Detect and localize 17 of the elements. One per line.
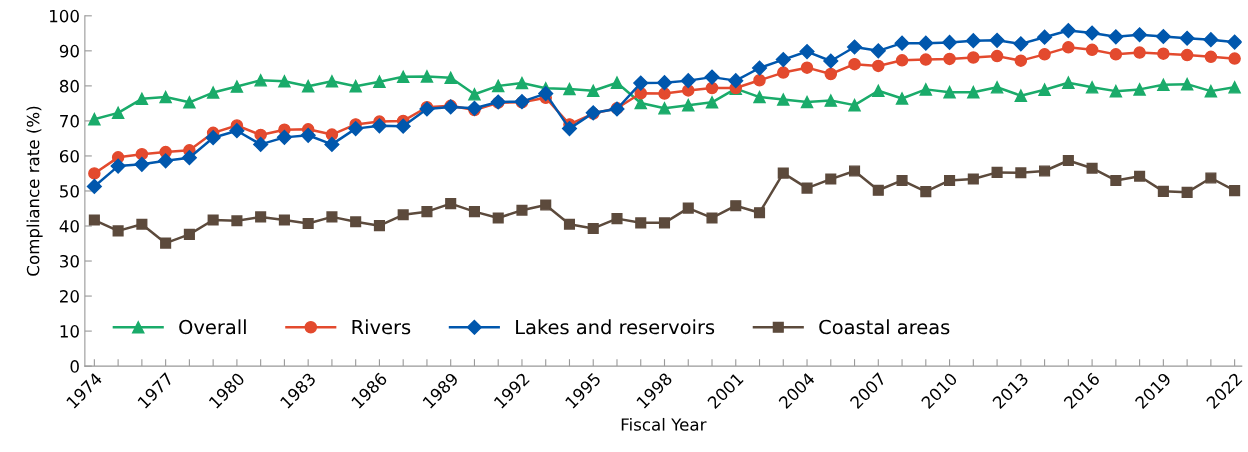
- y-tick-label: 50: [60, 184, 79, 198]
- y-tick-label: 0: [70, 360, 79, 373]
- legend-label: Rivers: [352, 319, 411, 335]
- y-axis-title: Compliance rate (%): [26, 106, 43, 276]
- legend-label: Coastal areas: [819, 319, 950, 335]
- legend-label: Overall: [179, 319, 246, 335]
- y-tick-label: 100: [50, 9, 79, 23]
- x-axis-title: Fiscal Year: [621, 417, 707, 431]
- y-tick-label: 90: [59, 44, 79, 58]
- legend-label: Lakes and reservoirs: [516, 319, 715, 335]
- y-tick-label: 20: [60, 290, 79, 303]
- y-tick-label: 70: [60, 114, 79, 128]
- y-tick-label: 30: [60, 254, 79, 268]
- y-tick-label: 40: [59, 219, 79, 233]
- y-tick-label: 10: [60, 325, 79, 338]
- y-tick-label: 80: [59, 79, 79, 93]
- y-tick-label: 60: [59, 149, 79, 163]
